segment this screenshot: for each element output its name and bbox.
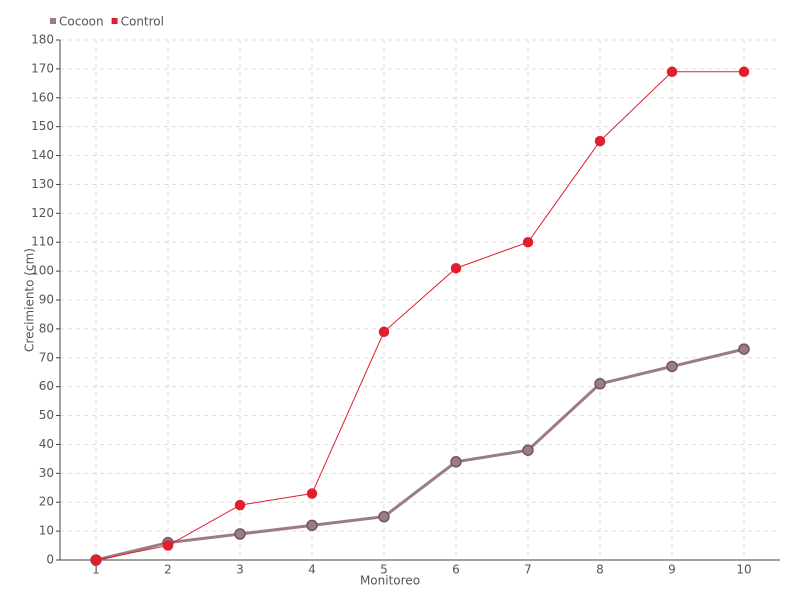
legend-swatch — [111, 18, 118, 24]
x-tick-label: 3 — [236, 563, 244, 577]
data-point — [594, 378, 606, 390]
data-point — [738, 343, 750, 355]
data-point — [522, 444, 534, 456]
y-tick-label: 70 — [39, 350, 54, 364]
data-point — [378, 326, 390, 338]
y-tick-label: 60 — [39, 379, 54, 393]
x-tick-label: 7 — [524, 563, 532, 577]
x-tick-label: 10 — [736, 563, 751, 577]
y-tick-label: 120 — [31, 206, 54, 220]
y-tick-label: 30 — [39, 466, 54, 480]
y-tick-label: 0 — [46, 553, 54, 567]
data-point — [666, 66, 678, 78]
y-tick-label: 50 — [39, 408, 54, 422]
y-tick-label: 20 — [39, 495, 54, 509]
x-axis-label: Monitoreo — [360, 574, 420, 588]
legend-label: Cocoon — [59, 15, 104, 29]
y-tick-label: 40 — [39, 437, 54, 451]
y-tick-label: 140 — [31, 148, 54, 162]
y-tick-label: 100 — [31, 264, 54, 278]
y-tick-label: 180 — [31, 33, 54, 47]
y-tick-label: 110 — [31, 235, 54, 249]
x-tick-label: 5 — [380, 563, 388, 577]
x-tick-label: 8 — [596, 563, 604, 577]
data-point — [450, 262, 462, 274]
y-tick-label: 130 — [31, 177, 54, 191]
data-point — [738, 66, 750, 78]
data-point — [378, 510, 390, 523]
y-tick-label: 160 — [31, 90, 54, 104]
data-point — [306, 519, 318, 532]
series-line — [95, 71, 744, 561]
data-point — [90, 554, 102, 566]
data-point — [306, 488, 318, 499]
y-tick-label: 10 — [39, 524, 54, 538]
x-tick-label: 2 — [164, 563, 172, 577]
data-point — [162, 540, 174, 551]
data-point — [594, 135, 606, 147]
legend-swatch — [50, 18, 56, 24]
y-axis-label: Crecimiento (cm) — [23, 248, 37, 352]
series-line — [95, 347, 745, 562]
x-tick-label: 9 — [668, 563, 676, 577]
y-tick-label: 90 — [39, 293, 54, 307]
data-point — [234, 528, 246, 540]
y-tick-label: 150 — [31, 119, 54, 133]
data-point — [666, 360, 678, 373]
data-point — [234, 499, 246, 511]
x-tick-label: 6 — [452, 563, 460, 577]
y-tick-label: 170 — [31, 61, 54, 75]
x-tick-label: 4 — [308, 563, 316, 577]
data-point — [450, 456, 462, 468]
x-tick-label: 1 — [92, 563, 100, 577]
data-point — [522, 236, 534, 248]
y-tick-label: 80 — [39, 321, 54, 335]
legend-label: Control — [121, 15, 164, 29]
